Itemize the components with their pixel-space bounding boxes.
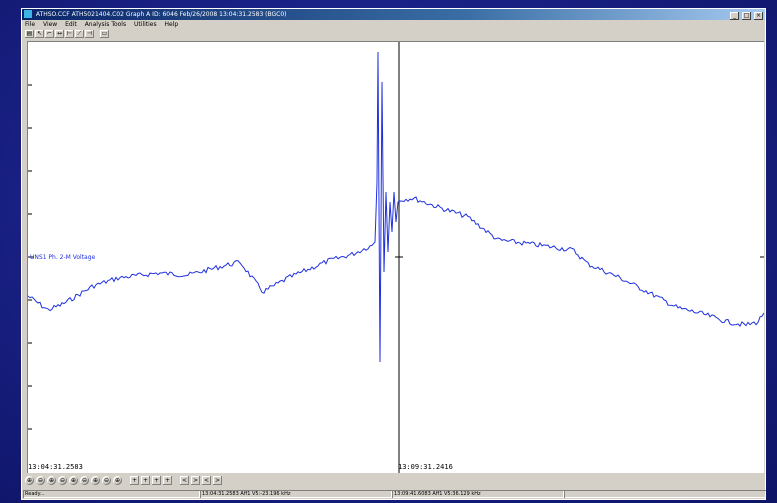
zoom-out-y-button[interactable]: ⊖ [58,476,67,485]
add-marker-button[interactable]: + [130,476,139,485]
cursor-tool-icon[interactable]: ↖ [35,30,44,38]
menu-analysis-tools[interactable]: Analysis Tools [84,21,127,28]
close-button[interactable]: × [754,12,763,20]
status-extra [564,490,766,498]
graph-area[interactable]: UNS1 Ph. 2-M Voltage 13:04:31.2583 13:09… [27,41,764,473]
start-time-label: 13:04:31.2583 [28,463,83,471]
zoom-tool-icon[interactable]: ⌐ [45,30,54,38]
menu-edit[interactable]: Edit [65,21,77,28]
scroll-right-button[interactable]: > [191,476,200,485]
menu-view[interactable]: View [42,21,58,28]
zoom-out-x-button[interactable]: ⊖ [36,476,45,485]
menu-utilities[interactable]: Utilities [134,21,157,28]
maximize-button[interactable]: □ [742,12,752,20]
zoom-in-button[interactable]: ⊕ [69,476,78,485]
zoom-in-x-button[interactable]: ⊕ [25,476,34,485]
zoom-fit-button[interactable]: ⊕ [91,476,100,485]
window-title: ATHSO.CCF ATH5021404.C02 Graph A ID: 604… [35,11,287,18]
minimize-button[interactable]: _ [730,12,740,20]
display-icon[interactable]: ▭ [100,30,109,38]
menu-help[interactable]: Help [164,21,179,28]
status-bar: Ready... 13:04:31.2583 Aff1 V5:-23.196 k… [22,489,765,499]
add-channel-button[interactable]: + [163,476,172,485]
toolbar: ▤ ↖ ⌐ ↔ ⊢ ⟋ ⊣ ▭ [22,29,765,40]
menu-file[interactable]: File [25,21,36,28]
pan-tool-icon[interactable]: ↔ [55,30,64,38]
cursor-time-label: 13:09:31.2416 [398,463,453,471]
measure-tool-icon[interactable]: ⊢ [65,30,74,38]
zoom-all-button[interactable]: ⊕ [113,476,122,485]
waveform-plot[interactable] [28,42,764,473]
voltage-trace [28,51,764,363]
series-label: UNS1 Ph. 2-M Voltage [30,254,96,261]
title-bar[interactable]: ATHSO.CCF ATH5021404.C02 Graph A ID: 604… [22,9,765,20]
navigation-bar: ⊕ ⊖ ⊕ ⊖ ⊕ ⊖ ⊕ ⊖ ⊕ + + + + < > < > [22,475,765,487]
status-cursor-2: 13:09:41.6083 Aff1 V5:36.129 kHz [392,490,564,498]
application-window: ATHSO.CCF ATH5021404.C02 Graph A ID: 604… [21,8,766,500]
add-trace-button[interactable]: + [152,476,161,485]
page-right-button[interactable]: > [213,476,222,485]
status-ready: Ready... [23,490,200,498]
status-cursor-1: 13:04:31.2583 Aff1 V5:-23.196 kHz [200,490,392,498]
menu-bar: File View Edit Analysis Tools Utilities … [22,20,765,29]
add-cursor-button[interactable]: + [141,476,150,485]
zoom-reset-button[interactable]: ⊖ [102,476,111,485]
page-left-button[interactable]: < [202,476,211,485]
print-icon[interactable]: ▤ [25,30,34,38]
y-axis-ticks [28,84,764,430]
zoom-in-y-button[interactable]: ⊕ [47,476,56,485]
scroll-left-button[interactable]: < [180,476,189,485]
zoom-out-button[interactable]: ⊖ [80,476,89,485]
app-icon [24,10,32,18]
line-tool-icon[interactable]: ⟋ [75,30,84,38]
marker-tool-icon[interactable]: ⊣ [85,30,94,38]
